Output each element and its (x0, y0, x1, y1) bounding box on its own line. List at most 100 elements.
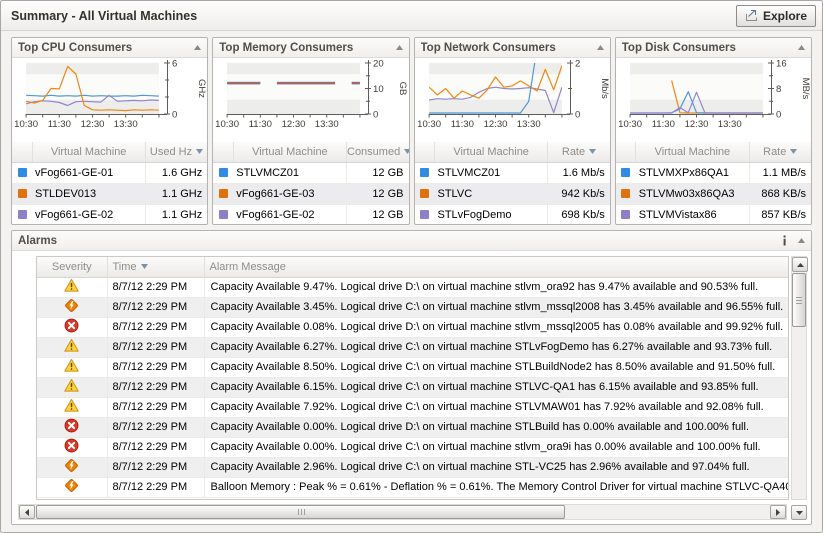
consumer-row[interactable]: STLDEV013 1.1 GHz (12, 183, 208, 205)
series-swatch (420, 210, 429, 220)
alarm-row[interactable]: 8/7/12 2:29 PM Capacity Available 0.00%.… (37, 417, 788, 438)
value-column-header[interactable]: Used Hz (144, 142, 208, 163)
svg-text:Mb/s: Mb/s (599, 78, 610, 99)
alarms-horizontal-scrollbar[interactable] (18, 504, 787, 520)
cpu-consumers-table: Virtual Machine Used Hz vFog661-GE-01 1.… (12, 142, 208, 224)
alarm-row[interactable]: 8/7/12 2:29 PM Capacity Available 0.08%.… (37, 317, 788, 338)
svg-text:20: 20 (373, 59, 384, 70)
consumer-row[interactable]: STLVMCZ01 1.6 Mb/s (414, 162, 610, 184)
panel-title: Top Memory Consumers (219, 41, 354, 54)
alarms-header: Alarms (12, 231, 811, 251)
svg-text:2: 2 (575, 59, 580, 70)
table-header-row: Virtual Machine Rate (615, 142, 811, 163)
alarms-vertical-scrollbar[interactable] (791, 256, 808, 500)
value-column-header[interactable]: Rate (547, 142, 610, 163)
consumer-row[interactable]: vFog661-GE-03 12 GB (213, 183, 409, 205)
panel-header: Top Disk Consumers (615, 38, 811, 58)
value-column-header[interactable]: Rate (748, 142, 811, 163)
svg-text:12:30: 12:30 (684, 119, 708, 130)
scroll-left-button[interactable] (19, 505, 35, 519)
consumer-row[interactable]: STLvFogDemo 698 Kb/s (414, 204, 610, 224)
virtual-machine-column-header[interactable]: Virtual Machine (433, 142, 548, 163)
alarms-title: Alarms (18, 234, 57, 247)
svg-text:10: 10 (373, 84, 384, 95)
alarm-row[interactable]: 8/7/12 2:29 PM Capacity Available 6.27%.… (37, 337, 788, 358)
consumer-row[interactable]: STLVMCZ01 12 GB (213, 162, 409, 184)
alarm-row[interactable]: 8/7/12 2:29 PM Capacity Available 6.15%.… (37, 377, 788, 398)
consumer-row[interactable]: STLVMw03x86QA3 868 KB/s (615, 183, 811, 205)
series-swatch (17, 168, 27, 178)
horizontal-scroll-thumb[interactable] (36, 505, 566, 519)
panel-title: Top CPU Consumers (18, 41, 133, 54)
vm-value: 868 KB/s (748, 183, 811, 205)
scroll-right-button[interactable] (770, 505, 786, 519)
vm-value: 12 GB (346, 183, 409, 205)
explore-button[interactable]: Explore (735, 4, 816, 27)
svg-text:6: 6 (172, 59, 177, 70)
vertical-scroll-thumb[interactable] (792, 273, 806, 327)
svg-text:0: 0 (575, 110, 580, 121)
alarm-row[interactable]: 8/7/12 2:29 PM Capacity Available 3.45%.… (37, 297, 788, 318)
explore-button-label: Explore (762, 8, 807, 23)
consumer-row[interactable]: vFog661-GE-02 12 GB (213, 204, 409, 224)
horizontal-scroll-track[interactable] (35, 505, 770, 519)
alarm-message: Capacity Available 3.45%. Logical drive … (203, 297, 788, 318)
panel-top-network-consumers: Top Network Consumers 10:30 11:30 12:30 13:… (413, 37, 611, 225)
alarm-time: 8/7/12 2:29 PM (106, 337, 204, 358)
consumer-row[interactable]: vFog661-GE-02 1.1 GHz (12, 204, 208, 224)
alarm-row[interactable]: 8/7/12 2:29 PM Capacity Available 9.47%.… (37, 277, 788, 298)
svg-text:13:30: 13:30 (315, 119, 339, 130)
severity-column-header[interactable]: Severity (37, 257, 107, 278)
collapse-panel-icon[interactable] (798, 45, 805, 50)
collapse-panel-icon[interactable] (798, 238, 805, 243)
virtual-machine-column-header[interactable]: Virtual Machine (31, 142, 146, 163)
alarm-row[interactable]: 8/7/12 2:29 PM Capacity Available 2.96%.… (37, 457, 788, 478)
series-swatch (218, 210, 228, 220)
svg-text:11:30: 11:30 (450, 119, 473, 130)
consumer-row[interactable]: STLVC 942 Kb/s (414, 183, 610, 205)
collapse-panel-icon[interactable] (596, 45, 604, 50)
scroll-down-button[interactable] (791, 505, 807, 520)
alarm-row[interactable]: 8/7/12 2:29 PM Balloon Memory : Peak % =… (37, 477, 788, 498)
severity-warning-icon (64, 358, 79, 373)
svg-text:12:30: 12:30 (81, 119, 105, 130)
alarm-message-column-header[interactable]: Alarm Message (203, 257, 788, 278)
svg-text:13:30: 13:30 (718, 119, 742, 130)
vm-value: 12 GB (346, 162, 409, 184)
virtual-machine-column-header[interactable]: Virtual Machine (232, 142, 347, 163)
alarm-row[interactable]: 8/7/12 2:29 PM Capacity Available 8.50%.… (37, 357, 788, 378)
svg-text:11:30: 11:30 (651, 119, 674, 130)
virtual-machine-column-header[interactable]: Virtual Machine (635, 142, 749, 163)
info-icon[interactable] (781, 235, 788, 246)
alarm-time: 8/7/12 2:29 PM (106, 477, 204, 498)
consumer-row[interactable]: vFog661-GE-01 1.6 GHz (12, 162, 208, 184)
panel-top-disk-consumers: Top Disk Consumers 10:30 11:30 12:30 13:30 0… (614, 37, 812, 225)
time-column-header[interactable]: Time (106, 257, 204, 278)
alarm-message: Balloon Memory : Peak % = 0.61% - Deflat… (203, 477, 788, 498)
table-header-row: Virtual Machine Consumed (213, 142, 409, 163)
network-sparkline: 10:30 11:30 12:30 13:30 0 2 Mb/s (417, 59, 610, 130)
svg-text:11:30: 11:30 (48, 119, 71, 130)
collapse-panel-icon[interactable] (194, 45, 202, 50)
alarms-body: Severity Time Alarm Message 8/7/12 2:29 … (12, 251, 811, 524)
panel-title: Top Network Consumers (420, 41, 556, 54)
value-column-header[interactable]: Consumed (346, 142, 409, 163)
consumer-rows: STLVMXPx86QA1 1.1 MB/s STLVMw03x86QA3 86… (615, 162, 811, 224)
collapse-panel-icon[interactable] (395, 45, 403, 50)
alarms-panel: Alarms Severity Time Alarm Message (11, 230, 812, 525)
alarm-row[interactable]: 8/7/12 2:29 PM Capacity Available 0.00%.… (37, 437, 788, 458)
vm-name: STLVMVistax86 (635, 204, 749, 224)
alarm-row[interactable]: 8/7/12 2:29 PM Capacity Available 7.92%.… (37, 397, 788, 418)
swatch-column-header (12, 142, 32, 163)
consumer-row[interactable]: STLVMXPx86QA1 1.1 MB/s (615, 162, 811, 184)
panel-header: Top Network Consumers (414, 38, 610, 58)
cpu-consumers-chart: 10:30 11:30 12:30 13:30 0 6 GHz (12, 58, 207, 142)
alarm-time: 8/7/12 2:29 PM (106, 437, 204, 458)
consumer-row[interactable]: STLVMVistax86 857 KB/s (615, 204, 811, 224)
vm-name: STLVMCZ01 (233, 162, 347, 184)
alarms-table-container: Severity Time Alarm Message 8/7/12 2:29 … (36, 256, 789, 500)
scroll-up-button[interactable] (792, 257, 808, 272)
svg-text:10:30: 10:30 (215, 119, 239, 130)
svg-text:13:30: 13:30 (516, 119, 540, 130)
